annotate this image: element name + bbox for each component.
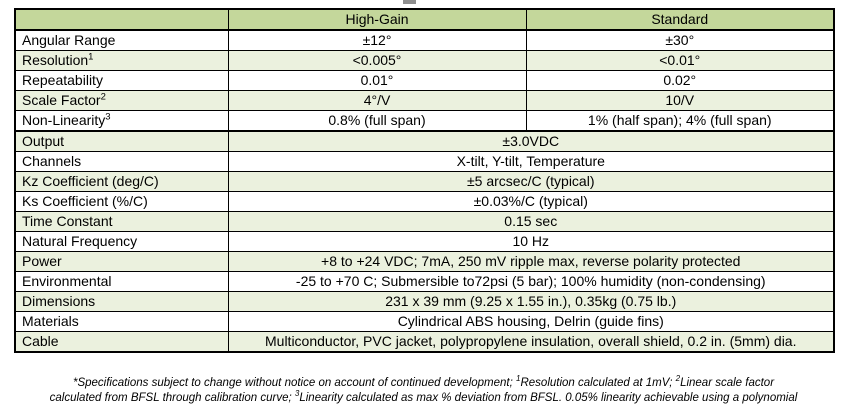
table-row-natural-frequency: Natural Frequency 10 Hz: [14, 231, 835, 252]
specifications-table: High-Gain Standard Angular Range ±12° ±3…: [14, 8, 835, 353]
header-high-gain: High-Gain: [227, 8, 527, 31]
table-row-materials: Materials Cylindrical ABS housing, Delri…: [14, 311, 835, 332]
footnote-text: calculated from BFSL through calibration…: [49, 391, 295, 404]
spec-label-cell: Channels: [14, 151, 229, 172]
header-standard: Standard: [525, 8, 835, 31]
footnote-line-1: *Specifications subject to change withou…: [14, 374, 833, 391]
table-row-cable: Cable Multiconductor, PVC jacket, polypr…: [14, 331, 835, 353]
table-row-kz-coefficient: Kz Coefficient (deg/C) ±5 arcsec/C (typi…: [14, 171, 835, 192]
spec-label-cell: Cable: [14, 331, 229, 353]
spec-label-cell: Power: [14, 251, 229, 272]
spanned-value-cell: ±5 arcsec/C (typical): [227, 171, 835, 192]
spec-label: Angular Range: [22, 32, 116, 48]
high-gain-value-cell: 4°/V: [227, 90, 527, 111]
table-row-power: Power +8 to +24 VDC; 7mA, 250 mV ripple …: [14, 251, 835, 272]
table-row-environmental: Environmental -25 to +70 C; Submersible …: [14, 271, 835, 292]
standard-value-cell: 0.02°: [525, 70, 835, 91]
cropped-text-artifact: [403, 0, 416, 4]
high-gain-value-cell: <0.005°: [227, 50, 527, 71]
spec-label-cell: Repeatability: [14, 70, 229, 91]
standard-value-cell: 1% (half span); 4% (full span): [525, 110, 835, 132]
footnote-marker: 1: [88, 51, 94, 63]
spanned-value-cell: 0.15 sec: [227, 211, 835, 232]
footnote-text: Resolution calculated at 1mV;: [520, 377, 676, 389]
high-gain-value-cell: 0.8% (full span): [227, 110, 527, 132]
spec-label: Repeatability: [22, 72, 103, 88]
spec-label: Resolution: [22, 52, 89, 68]
table-row-ks-coefficient: Ks Coefficient (%/C) ±0.03%/C (typical): [14, 191, 835, 212]
table-row-dimensions: Dimensions 231 x 39 mm (9.25 x 1.55 in.)…: [14, 291, 835, 312]
spec-label-cell: Materials: [14, 311, 229, 332]
spec-label-cell: Non-Linearity3: [14, 110, 229, 132]
spec-label: Non-Linearity: [22, 112, 106, 128]
spec-label-cell: Dimensions: [14, 291, 229, 312]
spec-label-cell: Output: [14, 130, 229, 152]
spec-label-cell: Natural Frequency: [14, 231, 229, 252]
spec-label-cell: Scale Factor2: [14, 90, 229, 111]
footnote-line-2: calculated from BFSL through calibration…: [14, 388, 833, 406]
high-gain-value-cell: ±12°: [227, 29, 527, 51]
table-row-angular-range: Angular Range ±12° ±30°: [14, 29, 835, 51]
footnotes: *Specifications subject to change withou…: [14, 374, 833, 406]
high-gain-value-cell: 0.01°: [227, 70, 527, 91]
footnote-marker: 2: [100, 91, 106, 103]
spec-label-cell: Environmental: [14, 271, 229, 292]
standard-value-cell: 10/V: [525, 90, 835, 111]
spec-label-cell: Time Constant: [14, 211, 229, 232]
table-header-row: High-Gain Standard: [14, 8, 835, 31]
standard-value-cell: ±30°: [525, 29, 835, 51]
spec-label: Scale Factor: [22, 92, 101, 108]
spec-label-cell: Ks Coefficient (%/C): [14, 191, 229, 212]
footnote-marker: 2: [675, 374, 681, 384]
spanned-value-cell: 231 x 39 mm (9.25 x 1.55 in.), 0.35kg (0…: [227, 291, 835, 312]
footnote-text: *Specifications subject to change withou…: [72, 377, 517, 389]
spanned-value-cell: Cylindrical ABS housing, Delrin (guide f…: [227, 311, 835, 332]
spec-label-cell: Angular Range: [14, 29, 229, 51]
header-blank-cell: [14, 8, 229, 31]
spec-label-cell: Resolution1: [14, 50, 229, 71]
footnote-text: Linearity calculated as max % deviation …: [299, 391, 798, 404]
footnote-text: Linear scale factor: [680, 377, 775, 389]
table-row-scale-factor: Scale Factor2 4°/V 10/V: [14, 90, 835, 111]
spanned-value-cell: +8 to +24 VDC; 7mA, 250 mV ripple max, r…: [227, 251, 835, 272]
spanned-value-cell: ±3.0VDC: [227, 130, 835, 152]
table-row-non-linearity: Non-Linearity3 0.8% (full span) 1% (half…: [14, 110, 835, 132]
spanned-value-cell: 10 Hz: [227, 231, 835, 252]
table-row-repeatability: Repeatability 0.01° 0.02°: [14, 70, 835, 91]
footnote-marker: 3: [105, 111, 111, 123]
table-row-channels: Channels X-tilt, Y-tilt, Temperature: [14, 151, 835, 172]
footnote-marker: 3: [294, 388, 300, 398]
table-row-output: Output ±3.0VDC: [14, 130, 835, 152]
spanned-value-cell: ±0.03%/C (typical): [227, 191, 835, 212]
spanned-value-cell: -25 to +70 C; Submersible to72psi (5 bar…: [227, 271, 835, 292]
table-row-resolution: Resolution1 <0.005° <0.01°: [14, 50, 835, 71]
spec-label-cell: Kz Coefficient (deg/C): [14, 171, 229, 192]
spanned-value-cell: X-tilt, Y-tilt, Temperature: [227, 151, 835, 172]
spanned-value-cell: Multiconductor, PVC jacket, polypropylen…: [227, 331, 835, 353]
footnote-marker: 1: [516, 374, 521, 384]
table-row-time-constant: Time Constant 0.15 sec: [14, 211, 835, 232]
standard-value-cell: <0.01°: [525, 50, 835, 71]
